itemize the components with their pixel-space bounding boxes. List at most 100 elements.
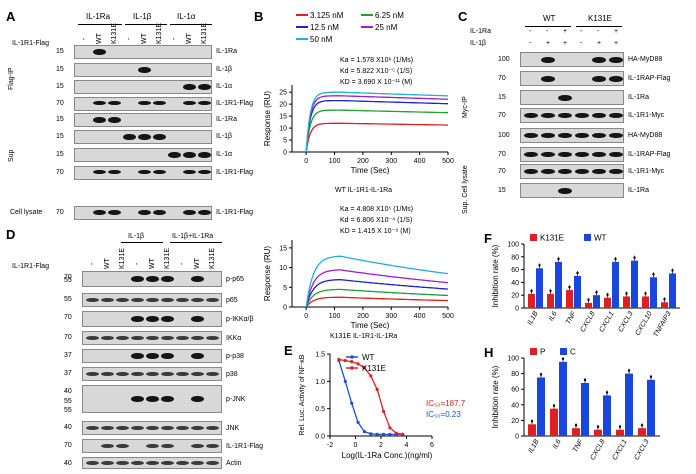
dose-response-chart: 0.0 0.5 1.0 1.5 -2 0 2 4 6 Log(IL-1Ra Conc.)(ng/m…	[299, 352, 466, 461]
tick-label: 200	[357, 313, 369, 320]
tick-label: 0	[515, 306, 519, 313]
legend-label: 6.25 nM	[375, 11, 404, 20]
blot-strip	[74, 148, 212, 162]
band	[116, 298, 129, 302]
spr-legend: 3.125 nM 6.25 nM 12.5 nM 25 nM 50 nM	[296, 11, 404, 44]
mw-marker: 70	[64, 314, 72, 321]
section-label-sup: Sup. Cell lysate	[462, 165, 469, 214]
category-label: CXCL10	[634, 310, 653, 337]
tick-label: 20	[279, 102, 287, 109]
band	[86, 372, 99, 376]
band	[558, 95, 572, 101]
bar	[581, 382, 589, 436]
band	[86, 336, 99, 340]
band	[191, 372, 204, 376]
tick-label: 80	[511, 254, 519, 261]
legend-label: WT	[594, 234, 607, 243]
band	[131, 396, 144, 402]
header-line	[525, 26, 571, 27]
mw-marker: 37	[64, 352, 72, 359]
data-point	[649, 375, 653, 379]
band	[116, 461, 129, 465]
mw-marker: 15	[56, 151, 64, 158]
blot-strip	[520, 183, 624, 198]
tick-label: 0	[304, 158, 308, 165]
blot-label: IL-1R1-Flag	[216, 169, 253, 176]
sign: -	[529, 40, 532, 47]
band	[146, 372, 159, 376]
band	[146, 298, 159, 302]
panel-label-h: H	[484, 345, 494, 360]
data-point	[369, 432, 373, 436]
mw-marker: 70	[498, 168, 506, 175]
header-line	[170, 24, 212, 25]
band	[146, 336, 159, 340]
tick-label: 200	[357, 158, 369, 165]
band	[198, 210, 211, 215]
band	[191, 426, 204, 430]
band	[153, 170, 166, 174]
category-label: IL1B	[526, 310, 539, 326]
legend-label: 3.125 nM	[310, 11, 344, 20]
bar	[616, 429, 624, 436]
blot-label: IL-1R1-Flag	[216, 209, 253, 216]
band	[116, 372, 129, 376]
mw-marker: 40	[64, 424, 72, 431]
tick-label: 15	[279, 245, 287, 252]
tick-label: 6	[430, 442, 434, 449]
mw-marker: 55	[64, 277, 72, 284]
lane-label: WT	[149, 258, 156, 269]
group-header: WT	[543, 14, 556, 23]
data-point	[625, 292, 628, 295]
bar	[537, 377, 545, 436]
data-point	[350, 401, 354, 405]
legend-label: P	[540, 348, 545, 357]
band	[131, 316, 144, 322]
legend-label: 50 nM	[310, 35, 333, 44]
band	[131, 426, 144, 430]
band	[146, 444, 159, 448]
data-point	[388, 432, 392, 436]
group-header: IL-1β+IL-1Ra	[172, 233, 214, 240]
category-label: TNF	[572, 438, 585, 454]
blot-strip	[520, 52, 624, 67]
band	[146, 396, 159, 402]
band	[176, 426, 189, 430]
band	[206, 461, 219, 465]
band	[609, 76, 623, 82]
bar	[594, 429, 602, 436]
mw-marker: 70	[498, 151, 506, 158]
band	[86, 298, 99, 302]
mw-marker: 15	[56, 133, 64, 140]
band	[609, 133, 623, 138]
category-label: CXCL1	[598, 310, 615, 333]
bar	[528, 293, 535, 308]
mw-marker: 15	[56, 66, 64, 73]
sign: -	[580, 28, 583, 35]
blot-strip	[520, 71, 624, 86]
band	[138, 67, 151, 73]
mw-marker: 70	[64, 334, 72, 341]
band	[138, 210, 151, 215]
header-line	[170, 242, 222, 243]
tick-label: 300	[385, 313, 397, 320]
tick-label: 80	[511, 371, 519, 378]
mw-marker: 55	[64, 398, 72, 405]
blot-label: IL-1RAP-Flag	[628, 151, 671, 158]
inhibition-chart-h: 0 20 40 60 80 100 Inhibition rate (%) IL1B IL6 TN…	[491, 348, 660, 462]
tick-label: 5	[283, 138, 287, 145]
lane-label: -	[126, 37, 133, 40]
y-axis-label: Response (RU)	[263, 246, 272, 301]
band	[146, 461, 159, 465]
panel-label-c: C	[458, 9, 468, 24]
kinetics-KD: KD = 3.690 X 10⁻¹¹ (M)	[340, 79, 413, 86]
band	[191, 353, 204, 359]
bar	[604, 297, 611, 308]
data-point	[644, 292, 647, 295]
category-label: CXCL3	[633, 438, 650, 461]
inhibition-chart-f: 0 20 40 60 80 100 Inhibition rate (%) IL1B IL6 TN…	[491, 234, 680, 338]
data-point	[552, 404, 556, 407]
band	[191, 444, 204, 448]
band	[592, 57, 606, 63]
lane-label: K131E	[164, 247, 171, 269]
